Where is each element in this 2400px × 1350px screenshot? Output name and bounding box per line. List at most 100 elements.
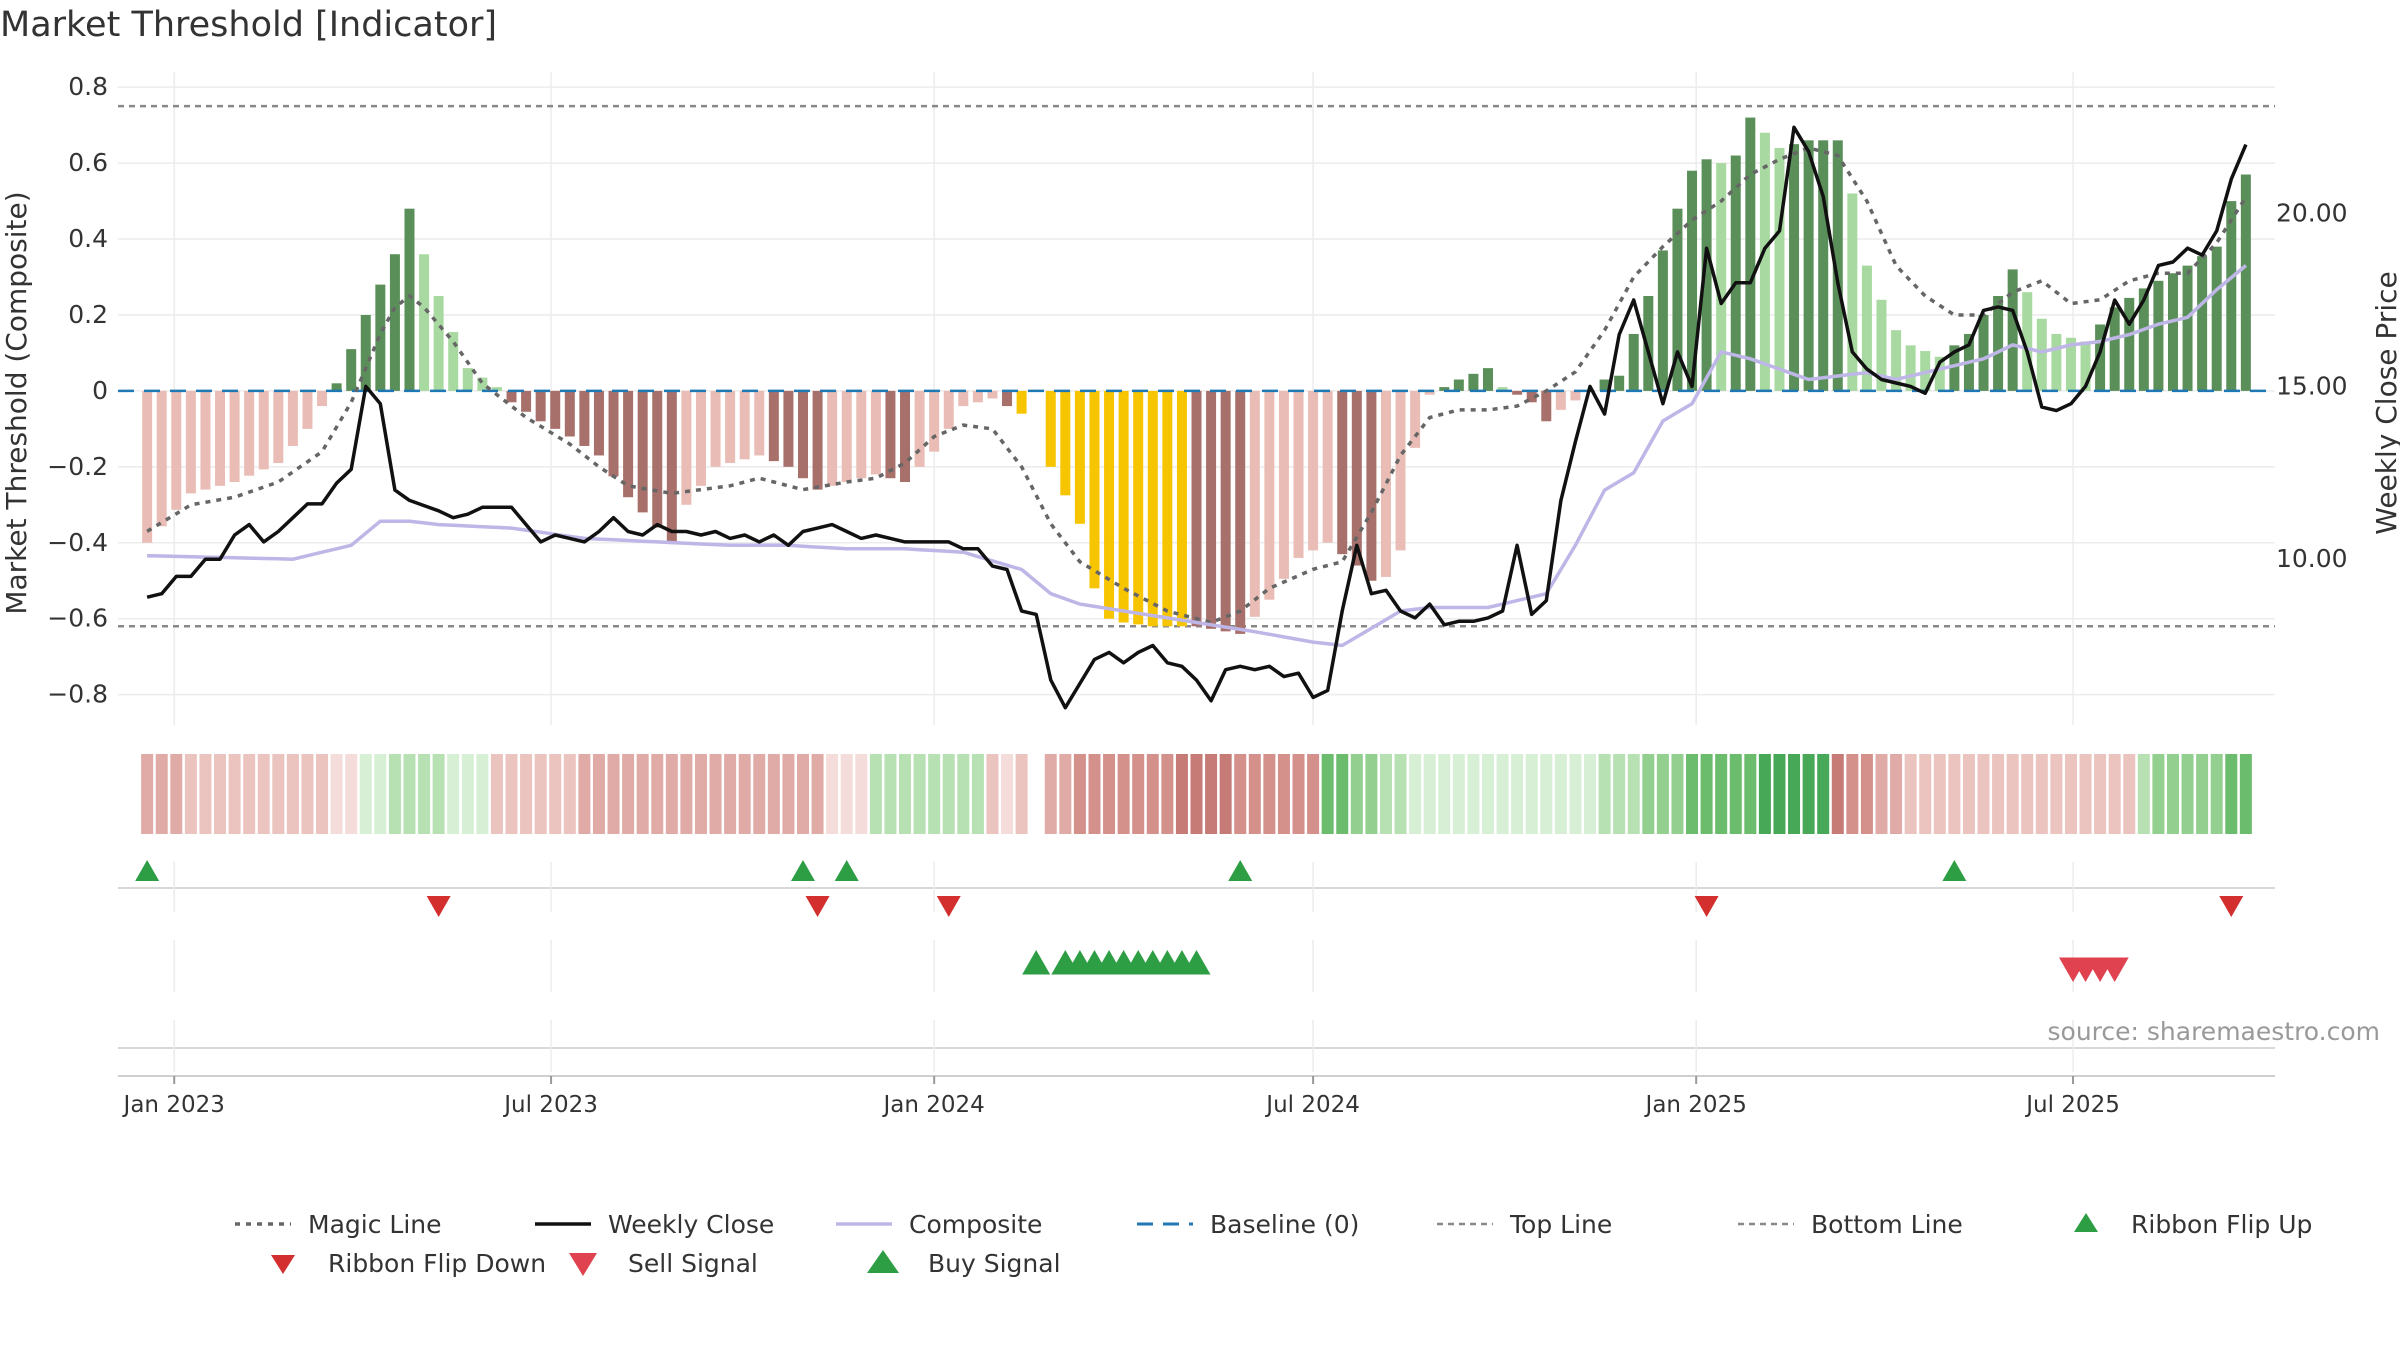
ribbon-segment: [694, 754, 707, 834]
composite-bar: [812, 390, 823, 490]
composite-bar: [972, 390, 983, 403]
legend-label: Top Line: [1509, 1210, 1612, 1239]
ribbon-segment: [826, 754, 839, 834]
composite-bar: [637, 390, 648, 513]
composite-bar: [2240, 174, 2251, 391]
ribbon-segment: [1817, 754, 1830, 834]
composite-bar: [1235, 390, 1246, 634]
ribbon-segment: [257, 754, 270, 834]
ribbon-segment: [1350, 754, 1363, 834]
ribbon-segment: [2225, 754, 2238, 834]
composite-bar: [346, 349, 357, 391]
composite-bar: [535, 390, 546, 422]
ribbon-segment: [1642, 754, 1655, 834]
ribbon-segment: [1773, 754, 1786, 834]
ribbon-segment: [1117, 754, 1130, 834]
ribbon-segment: [1540, 754, 1553, 834]
composite-bar: [1541, 390, 1552, 422]
ribbon-segment: [2239, 754, 2252, 834]
composite-bar: [958, 390, 969, 407]
ribbon-segment: [418, 754, 431, 834]
ribbon-segment: [636, 754, 649, 834]
ribbon-segment: [2152, 754, 2165, 834]
composite-bar: [2167, 273, 2178, 391]
composite-bar: [302, 390, 313, 429]
composite-bar: [593, 390, 604, 456]
ribbon-segment: [199, 754, 212, 834]
ribbon-segment: [1205, 754, 1218, 834]
composite-bar: [2080, 341, 2091, 391]
ribbon-segment: [971, 754, 984, 834]
composite-bar: [1803, 140, 1814, 391]
ribbon-segment: [1802, 754, 1815, 834]
ribbon-segment: [957, 754, 970, 834]
ribbon-segment: [214, 754, 227, 834]
composite-bar: [681, 390, 692, 505]
ribbon-segment: [520, 754, 533, 834]
composite-line: [147, 264, 2248, 648]
ribbon-segment: [1336, 754, 1349, 834]
legend-label: Weekly Close: [608, 1210, 774, 1239]
source-label: source: sharemaestro.com: [2048, 1017, 2381, 1046]
composite-bar: [695, 390, 706, 486]
ribbon-segment: [1904, 754, 1917, 834]
ribbon-flip-down-marker: [426, 896, 451, 917]
ribbon-segment: [651, 754, 664, 834]
ribbon-segment: [709, 754, 722, 834]
y-tick-label: 0.4: [68, 224, 108, 253]
y-tick-label: −0.4: [47, 528, 108, 557]
composite-bar: [1424, 390, 1435, 395]
legend-label: Ribbon Flip Down: [328, 1249, 546, 1278]
ribbon-segment: [286, 754, 299, 834]
composite-bar: [1978, 314, 1989, 391]
ribbon-segment: [1919, 754, 1932, 834]
x-tick-label: Jan 2023: [122, 1092, 225, 1118]
signal-panels: [118, 860, 2275, 1072]
composite-bar: [1730, 155, 1741, 391]
ribbon-segment: [1365, 754, 1378, 834]
composite-bar: [739, 390, 750, 460]
ribbon-segment: [1700, 754, 1713, 834]
ribbon-segment: [243, 754, 256, 834]
ribbon-segment: [476, 754, 489, 834]
composite-bar: [2124, 297, 2135, 391]
ribbon-segment: [1729, 754, 1742, 834]
ribbon-segment: [1292, 754, 1305, 834]
ribbon-segment: [2123, 754, 2136, 834]
ribbon-flip-up-marker: [790, 860, 815, 881]
composite-bar: [1118, 390, 1129, 623]
x-tick-label: Jan 2025: [1644, 1092, 1747, 1118]
composite-bar: [1716, 163, 1727, 391]
ribbon-flip-down-marker: [805, 896, 830, 917]
ribbon-segment: [1015, 754, 1028, 834]
ribbon-segment: [388, 754, 401, 834]
composite-bar: [389, 254, 400, 391]
ribbon-segment: [1831, 754, 1844, 834]
composite-bar: [856, 390, 867, 479]
ribbon-segment: [1686, 754, 1699, 834]
ribbon-segment: [986, 754, 999, 834]
ribbon-segment: [1992, 754, 2005, 834]
ribbon-segment: [2210, 754, 2223, 834]
ribbon-segment: [228, 754, 241, 834]
sell-signal-marker: [2100, 957, 2129, 982]
composite-bar: [1293, 390, 1304, 558]
composite-bar: [2036, 318, 2047, 391]
composite-bar: [1497, 387, 1508, 391]
composite-bar: [287, 390, 298, 446]
ribbon-segment: [1394, 754, 1407, 834]
ribbon-segment: [1234, 754, 1247, 834]
legend-label: Composite: [909, 1210, 1042, 1239]
ribbon-segment: [1860, 754, 1873, 834]
ribbon-segment: [738, 754, 751, 834]
y2-tick-label: 20.00: [2276, 199, 2348, 228]
composite-bar: [1322, 390, 1333, 543]
ribbon-segment: [1554, 754, 1567, 834]
composite-bar: [2153, 280, 2164, 391]
composite-bar: [1162, 390, 1173, 627]
ribbon-flip-down-marker: [2219, 896, 2244, 917]
composite-bar: [870, 390, 881, 475]
ribbon-segment: [1059, 754, 1072, 834]
trend-ribbon: [141, 754, 2252, 834]
composite-bar: [1570, 390, 1581, 401]
